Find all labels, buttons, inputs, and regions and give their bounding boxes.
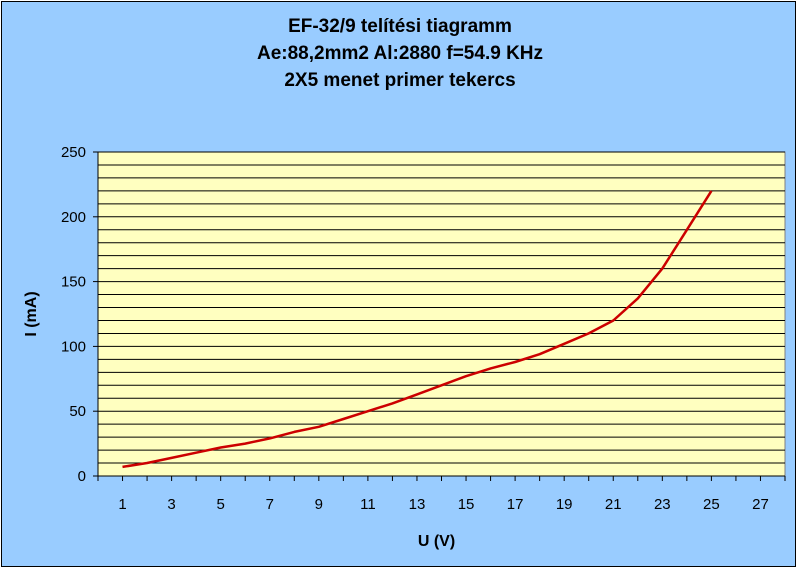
axes — [93, 151, 786, 481]
plot-area — [97, 151, 786, 477]
x-tick-label: 19 — [556, 496, 573, 513]
gridlines — [98, 151, 785, 464]
x-tick-label: 23 — [654, 496, 671, 513]
y-tick-label: 50 — [69, 403, 86, 420]
x-tick-label: 7 — [266, 496, 274, 513]
y-tick-label: 200 — [61, 209, 86, 226]
chart-title-line-3: 2X5 menet primer tekercs — [284, 70, 516, 91]
y-tick-label: 100 — [61, 338, 86, 355]
y-tick-label: 250 — [61, 144, 86, 161]
series-line — [122, 190, 713, 469]
chart-title-line-2: Ae:88,2mm2 Al:2880 f=54.9 KHz — [256, 43, 544, 64]
x-tick-label: 5 — [217, 496, 225, 513]
x-tick-label: 3 — [167, 496, 175, 513]
x-tick-label: 21 — [605, 496, 622, 513]
x-tick-label: 17 — [507, 496, 524, 513]
x-tick-label: 25 — [703, 496, 720, 513]
y-tick-label: 0 — [78, 468, 86, 485]
x-tick-label: 15 — [458, 496, 475, 513]
x-tick-label: 1 — [118, 496, 126, 513]
x-axis-title: U (V) — [418, 533, 455, 550]
x-tick-label: 13 — [409, 496, 426, 513]
x-tick-label: 11 — [360, 496, 376, 513]
x-tick-label: 9 — [315, 496, 323, 513]
series-layer — [122, 190, 713, 469]
x-tick-label: 27 — [752, 496, 769, 513]
y-tick-label: 150 — [61, 274, 86, 291]
chart-title-line-1: EF-32/9 telítési tiagramm — [288, 16, 512, 37]
y-axis-title: I (mA) — [23, 291, 40, 336]
